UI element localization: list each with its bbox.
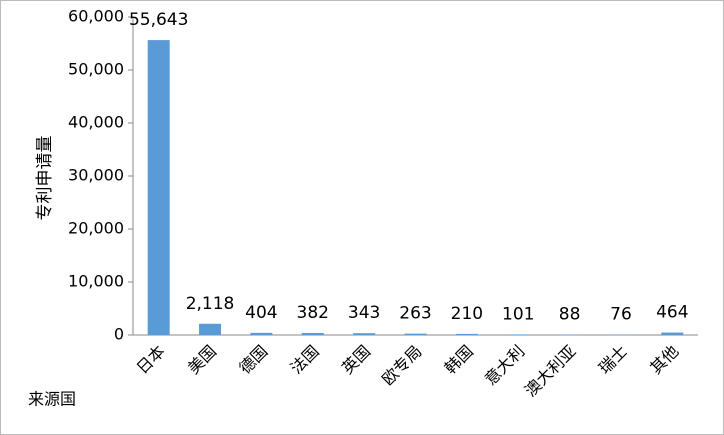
y-tick-label: 50,000 — [68, 60, 124, 79]
y-tick-label: 40,000 — [68, 113, 124, 132]
value-label: 404 — [245, 303, 277, 323]
bar — [250, 332, 273, 335]
value-label: 382 — [297, 303, 329, 323]
bar — [353, 333, 376, 335]
y-axis-label: 专利申请量 — [35, 136, 55, 221]
value-label: 210 — [451, 304, 483, 324]
bar — [199, 323, 222, 335]
bar — [404, 333, 427, 335]
y-tick-label: 10,000 — [68, 272, 124, 291]
bar — [147, 40, 170, 335]
bar — [301, 332, 324, 335]
value-label: 2,118 — [186, 294, 235, 314]
y-tick-label: 20,000 — [68, 219, 124, 238]
bar — [455, 333, 478, 335]
value-label: 101 — [502, 304, 534, 324]
value-label: 88 — [559, 305, 581, 325]
y-tick-label: 60,000 — [68, 7, 124, 26]
value-label: 343 — [348, 303, 380, 323]
value-label: 55,643 — [129, 10, 188, 30]
value-label: 263 — [399, 304, 431, 324]
x-axis-label: 来源国 — [28, 390, 76, 409]
bar — [661, 332, 684, 335]
y-tick-label: 30,000 — [68, 166, 124, 185]
value-label: 76 — [610, 305, 632, 325]
bar — [507, 334, 530, 335]
value-label: 464 — [656, 303, 688, 323]
y-tick-label: 0 — [114, 325, 124, 344]
